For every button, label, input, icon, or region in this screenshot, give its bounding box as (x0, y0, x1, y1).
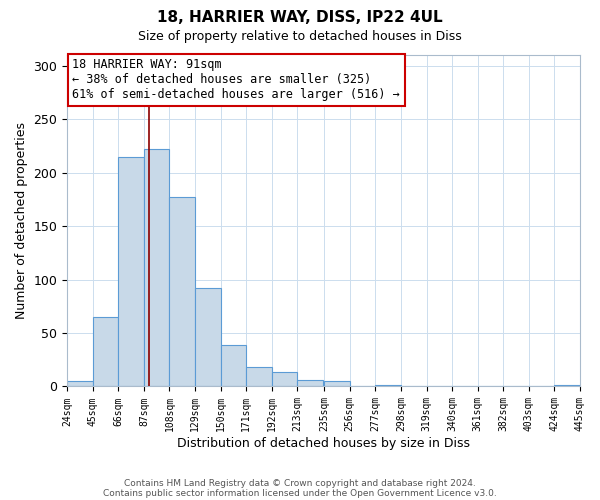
Bar (169, 197, 195, 386)
Text: Contains public sector information licensed under the Open Government Licence v3: Contains public sector information licen… (103, 488, 497, 498)
Bar (118, 156, 144, 386)
Bar (298, 380, 323, 386)
X-axis label: Distribution of detached houses by size in Diss: Distribution of detached houses by size … (177, 437, 470, 450)
Text: Contains HM Land Registry data © Crown copyright and database right 2024.: Contains HM Land Registry data © Crown c… (124, 478, 476, 488)
Text: 18 HARRIER WAY: 91sqm
← 38% of detached houses are smaller (325)
61% of semi-det: 18 HARRIER WAY: 91sqm ← 38% of detached … (72, 58, 400, 102)
Bar (67, 381, 93, 386)
Text: Size of property relative to detached houses in Diss: Size of property relative to detached ho… (138, 30, 462, 43)
Bar (324, 381, 350, 386)
Bar (246, 367, 272, 386)
Bar (272, 372, 298, 386)
Bar (93, 317, 118, 386)
Text: 18, HARRIER WAY, DISS, IP22 4UL: 18, HARRIER WAY, DISS, IP22 4UL (157, 10, 443, 25)
Bar (195, 288, 221, 386)
Bar (144, 149, 169, 386)
Bar (221, 345, 246, 387)
Y-axis label: Number of detached properties: Number of detached properties (15, 122, 28, 319)
